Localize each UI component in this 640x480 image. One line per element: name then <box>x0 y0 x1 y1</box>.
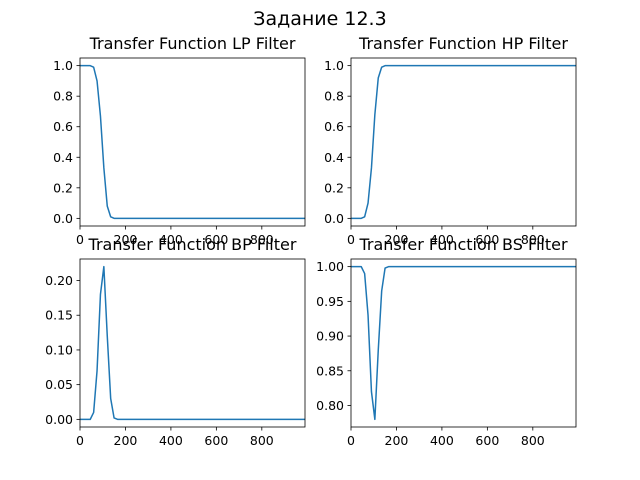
x-tick-label: 600 <box>204 433 228 448</box>
y-tick-label: 0.05 <box>45 377 73 392</box>
y-tick-label: 1.0 <box>53 58 73 73</box>
axes-frame <box>350 258 577 428</box>
y-tick-label: 0.2 <box>324 180 344 195</box>
x-tick-label: 600 <box>475 232 499 247</box>
series-line-1 <box>351 265 576 421</box>
subplot-title: Transfer Function BP Filter <box>88 235 297 254</box>
y-tick-label: 0.8 <box>324 89 344 104</box>
y-tick-label: 0.10 <box>45 342 73 357</box>
subplot-title: Transfer Function BS Filter <box>358 235 568 254</box>
y-tick-label: 0.95 <box>316 294 344 309</box>
x-tick-label: 800 <box>250 232 274 247</box>
x-tick-label: 0 <box>76 433 84 448</box>
axes-frame <box>79 57 306 227</box>
y-tick-label: 0.6 <box>324 119 344 134</box>
x-tick-label: 600 <box>475 433 499 448</box>
y-tick-label: 0.20 <box>45 273 73 288</box>
axes-frame <box>350 57 577 227</box>
subplot-title: Transfer Function HP Filter <box>358 34 568 53</box>
x-tick-label: 0 <box>76 232 84 247</box>
y-tick-label: 0.8 <box>53 89 73 104</box>
y-tick-label: 0.4 <box>53 150 73 165</box>
x-tick-label: 0 <box>347 433 355 448</box>
series-line-1 <box>80 265 305 421</box>
subplot-grid: Transfer Function LP Filter 0 200 400 600 800… <box>45 34 577 448</box>
subplot-1: Transfer Function LP Filter 0 200 400 600 800… <box>53 34 306 247</box>
x-tick-label: 200 <box>114 433 138 448</box>
y-tick-label: 0.0 <box>53 211 73 226</box>
series-line-1 <box>351 64 576 220</box>
x-tick-label: 600 <box>204 232 228 247</box>
x-tick-label: 200 <box>385 232 409 247</box>
y-tick-label: 0.6 <box>53 119 73 134</box>
y-tick-label: 0.90 <box>316 329 344 344</box>
x-tick-label: 400 <box>430 433 454 448</box>
x-tick-label: 200 <box>385 433 409 448</box>
figure-suptitle: Задание 12.3 <box>253 8 386 30</box>
subplot-title: Transfer Function LP Filter <box>89 34 296 53</box>
x-tick-label: 200 <box>114 232 138 247</box>
subplot-2: Transfer Function HP Filter 0 200 400 600 800… <box>324 34 577 247</box>
y-tick-label: 0.85 <box>316 363 344 378</box>
y-tick-label: 0.4 <box>324 150 344 165</box>
series-line-1 <box>80 64 305 220</box>
axes-frame <box>79 258 306 428</box>
y-tick-label: 0.80 <box>316 398 344 413</box>
x-tick-label: 400 <box>159 232 183 247</box>
x-tick-label: 800 <box>521 433 545 448</box>
y-tick-label: 0.0 <box>324 211 344 226</box>
y-tick-label: 0.00 <box>45 412 73 427</box>
subplot-3: Transfer Function BP Filter 0 200 400 600 800… <box>45 235 306 448</box>
x-tick-label: 400 <box>159 433 183 448</box>
y-tick-label: 1.00 <box>316 259 344 274</box>
y-tick-label: 1.0 <box>324 58 344 73</box>
x-tick-label: 0 <box>347 232 355 247</box>
x-tick-label: 800 <box>521 232 545 247</box>
y-tick-label: 0.2 <box>53 180 73 195</box>
y-tick-label: 0.15 <box>45 308 73 323</box>
x-tick-label: 800 <box>250 433 274 448</box>
x-tick-label: 400 <box>430 232 454 247</box>
